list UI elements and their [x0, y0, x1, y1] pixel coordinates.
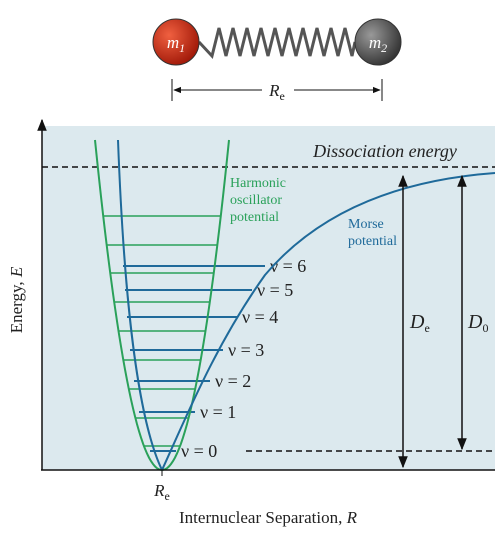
spring — [197, 27, 357, 60]
y-axis-label: Energy, E — [7, 266, 26, 333]
level-label: ν = 1 — [200, 402, 236, 422]
level-label: ν = 2 — [215, 371, 251, 391]
x-tick-label: Re — [153, 481, 170, 503]
level-label: ν = 6 — [270, 256, 306, 276]
mass-1 — [152, 18, 200, 66]
dissociation-label: Dissociation energy — [312, 141, 457, 161]
de-label: De — [409, 311, 430, 335]
morse-curve — [117, 139, 495, 473]
bond-length-label: Re — [268, 81, 285, 103]
morse-label: Morse potential — [348, 217, 397, 249]
plot-background — [42, 126, 495, 470]
level-label: ν = 4 — [242, 307, 278, 327]
level-label: ν = 3 — [228, 340, 264, 360]
mass-1-label: m1 — [167, 33, 185, 55]
x-axis-label: Internuclear Separation, R — [179, 508, 358, 527]
harmonic-label: Harmonic oscillator potential — [230, 176, 286, 225]
d0-label: D0 — [467, 311, 488, 335]
mass-2-label: m2 — [369, 33, 387, 55]
level-label: ν = 0 — [181, 441, 217, 461]
level-label: ν = 5 — [257, 280, 293, 300]
mass-2 — [354, 18, 402, 66]
